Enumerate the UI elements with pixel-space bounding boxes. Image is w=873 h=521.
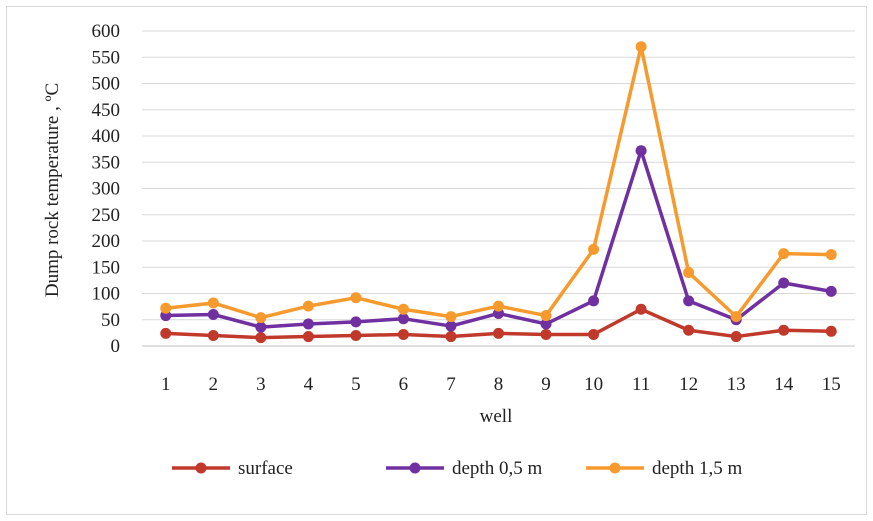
x-tick-labels: 1 2 3 4 5 6 7 8 9 10 11 12 13 14 15 — [161, 374, 841, 395]
data-point — [540, 310, 552, 322]
x-tick-label: 4 — [304, 374, 314, 395]
y-tick-label: 250 — [92, 205, 121, 226]
x-tick-label: 1 — [161, 374, 171, 395]
y-tick-label: 450 — [92, 100, 121, 121]
data-point — [635, 41, 647, 53]
data-point — [302, 300, 314, 312]
data-point — [350, 316, 362, 328]
legend-item: depth 0,5 m — [386, 458, 542, 479]
data-point — [730, 331, 742, 343]
data-point — [635, 145, 647, 157]
data-point — [540, 328, 552, 340]
legend-item: surface — [172, 458, 293, 479]
data-point — [397, 313, 409, 325]
data-point — [255, 312, 267, 324]
data-point — [825, 285, 837, 297]
data-point — [302, 331, 314, 343]
data-point — [825, 325, 837, 337]
y-tick-labels: 0 50 100 150 200 250 300 350 400 450 500 550 600 — [92, 21, 121, 357]
legend-label: depth 0,5 m — [452, 458, 542, 479]
x-tick-label: 9 — [541, 374, 551, 395]
y-tick-label: 550 — [92, 47, 121, 68]
data-point — [493, 300, 504, 312]
series-group — [160, 41, 837, 324]
data-point — [588, 328, 600, 340]
y-axis-title: Dump rock temperature , ºC — [42, 83, 63, 297]
y-tick-label: 400 — [92, 126, 121, 147]
y-tick-label: 600 — [92, 21, 121, 42]
data-point — [350, 330, 362, 341]
data-point — [493, 327, 504, 339]
legend-label: depth 1,5 m — [652, 458, 742, 479]
legend-item: depth 1,5 m — [586, 458, 742, 479]
x-tick-label: 13 — [727, 374, 746, 395]
data-point — [397, 303, 409, 315]
legend-label: surface — [238, 458, 293, 479]
data-point — [540, 318, 552, 330]
y-tick-label: 200 — [92, 231, 121, 252]
data-point — [588, 243, 600, 255]
data-point — [445, 311, 457, 323]
data-point — [683, 295, 695, 307]
chart-frame — [6, 6, 867, 515]
data-point — [160, 327, 172, 339]
y-tick-label: 100 — [92, 284, 121, 305]
legend-marker — [195, 462, 207, 474]
x-axis-title: well — [480, 406, 513, 427]
data-point — [825, 249, 837, 261]
series-lines — [160, 41, 837, 344]
data-point — [350, 292, 362, 304]
x-tick-label: 10 — [584, 374, 603, 395]
x-tick-label: 6 — [399, 374, 409, 395]
x-tick-label: 14 — [774, 374, 794, 395]
series-line — [165, 45, 832, 320]
data-point — [255, 332, 267, 344]
y-tick-label: 0 — [111, 336, 121, 357]
y-tick-label: 350 — [92, 152, 121, 173]
data-point — [730, 311, 742, 323]
y-tick-label: 150 — [92, 257, 121, 278]
data-point — [588, 295, 600, 307]
data-point — [445, 320, 457, 332]
x-tick-label: 5 — [351, 374, 361, 395]
data-point — [778, 248, 790, 260]
data-point — [445, 331, 457, 343]
legend-marker — [409, 462, 421, 474]
data-point — [635, 303, 647, 315]
legend-marker — [609, 462, 621, 474]
y-tick-label: 300 — [92, 179, 121, 200]
y-tick-label: 50 — [101, 310, 120, 331]
x-tick-label: 2 — [209, 374, 219, 395]
x-tick-label: 8 — [494, 374, 504, 395]
y-tick-label: 500 — [92, 74, 121, 95]
x-tick-label: 12 — [679, 374, 698, 395]
data-point — [778, 324, 790, 336]
data-point — [302, 318, 314, 330]
data-point — [255, 321, 267, 333]
x-tick-label: 15 — [822, 374, 841, 395]
series-group — [160, 303, 837, 344]
legend: surface depth 0,5 m depth 1,5 m — [172, 458, 742, 479]
data-point — [683, 324, 695, 336]
data-point — [778, 277, 790, 289]
data-point — [207, 309, 219, 320]
x-tick-label: 7 — [446, 374, 456, 395]
x-tick-label: 11 — [632, 374, 650, 395]
data-point — [683, 267, 695, 278]
data-point — [207, 330, 219, 341]
data-point — [207, 297, 219, 309]
data-point — [397, 328, 409, 340]
data-point — [160, 302, 172, 314]
x-tick-label: 3 — [256, 374, 266, 395]
